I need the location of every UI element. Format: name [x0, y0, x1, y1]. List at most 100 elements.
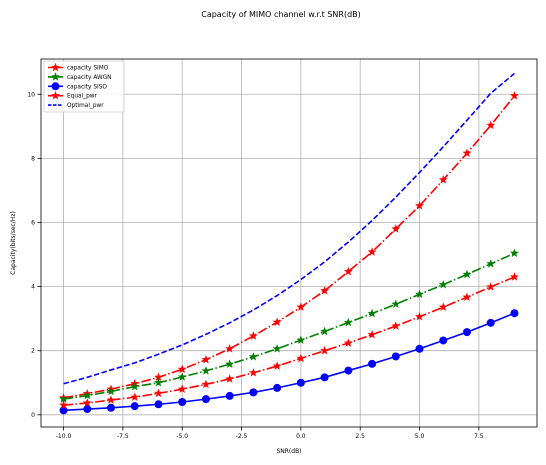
data-point: [296, 335, 306, 344]
data-point: [201, 379, 211, 389]
data-point: [225, 374, 235, 383]
data-point: [343, 266, 353, 276]
legend-marker: [51, 72, 60, 81]
grid: [41, 59, 537, 427]
data-point: [320, 326, 330, 336]
data-point: [82, 390, 92, 400]
data-point: [415, 344, 424, 353]
data-point: [177, 384, 187, 393]
data-point: [486, 282, 496, 291]
series-line: [63, 72, 515, 385]
x-tick-label: -2.5: [236, 433, 248, 440]
data-point: [201, 366, 211, 375]
data-point: [415, 289, 425, 299]
data-point: [438, 302, 448, 311]
data-point: [343, 317, 353, 327]
legend-item: Optimal_pwr: [48, 103, 104, 109]
series-capacity-awgn: [59, 248, 519, 403]
x-axis-label: SNR(dB): [276, 448, 301, 455]
data-point: [367, 308, 377, 318]
data-point: [368, 359, 377, 368]
x-tick-label: 0.0: [296, 433, 306, 440]
data-point: [462, 292, 472, 301]
data-point: [178, 397, 187, 406]
legend-label: Equal_pwr: [67, 94, 97, 100]
data-point: [201, 354, 211, 364]
data-point: [415, 201, 425, 210]
data-point: [296, 378, 305, 387]
data-point: [177, 364, 187, 374]
data-point: [510, 309, 519, 318]
data-point: [415, 312, 425, 321]
legend-label: capacity AWGN: [67, 75, 112, 81]
data-point: [343, 338, 353, 347]
series-line: [63, 252, 515, 400]
legend-item: Equal_pwr: [48, 90, 97, 100]
data-point: [273, 383, 282, 392]
data-point: [272, 317, 282, 327]
data-point: [59, 406, 68, 415]
axis-ticks: -10.0 -7.5 -5.0 -2.5 0.0 2.5 5.0 7.5 0 2 4 6 8 10: [27, 91, 483, 440]
series-optimal-pwr: [63, 72, 515, 385]
data-point: [296, 353, 306, 363]
data-point: [320, 345, 330, 355]
data-point: [320, 373, 329, 382]
chart-title: Capacity of MIMO channel w.r.t SNR(dB): [201, 10, 361, 19]
data-point: [320, 286, 330, 295]
data-point: [462, 148, 472, 158]
data-point: [509, 272, 519, 281]
data-point: [272, 344, 282, 353]
data-point: [438, 175, 448, 184]
data-point: [367, 247, 377, 256]
data-point: [438, 279, 448, 289]
y-tick-label: 8: [31, 155, 35, 162]
data-point: [153, 388, 163, 398]
series-capacity-simo: [59, 91, 519, 402]
data-point: [225, 359, 235, 368]
y-tick-label: 2: [31, 348, 35, 355]
data-point: [153, 378, 163, 387]
x-tick-label: 5.0: [415, 433, 425, 440]
data-point: [344, 366, 353, 375]
y-tick-label: 10: [27, 91, 35, 98]
data-point: [106, 395, 116, 404]
legend-label: capacity SIMO: [67, 66, 109, 72]
data-point: [391, 321, 401, 330]
data-point: [462, 269, 472, 279]
legend: capacity SIMO capacity AWGN capacity SISO E…: [43, 60, 125, 113]
x-tick-label: 7.5: [474, 433, 484, 440]
y-tick-label: 4: [31, 284, 35, 291]
data-point: [391, 224, 401, 233]
data-point: [83, 405, 92, 414]
x-tick-label: -7.5: [117, 433, 129, 440]
x-tick-label: 2.5: [355, 433, 365, 440]
data-point: [130, 381, 140, 391]
data-point: [130, 402, 139, 411]
legend-item: capacity AWGN: [48, 72, 112, 81]
data-point: [272, 361, 282, 370]
data-point: [177, 372, 187, 381]
data-point: [509, 91, 519, 100]
data-point: [367, 329, 377, 339]
legend-marker: [51, 90, 60, 100]
data-point: [154, 400, 163, 409]
data-point: [391, 299, 401, 309]
data-point: [509, 248, 519, 258]
data-point: [462, 328, 471, 337]
data-point: [82, 398, 92, 407]
legend-marker: [51, 62, 60, 72]
series-layer: [59, 72, 519, 415]
data-point: [130, 392, 140, 402]
series-equal-pwr: [59, 272, 519, 410]
legend-box: [43, 60, 125, 113]
y-tick-label: 6: [31, 219, 35, 226]
data-point: [248, 368, 258, 377]
legend-marker: [51, 82, 60, 91]
data-point: [225, 391, 234, 400]
legend-item: capacity SISO: [48, 82, 107, 91]
legend-label: Optimal_pwr: [67, 103, 104, 109]
data-point: [296, 302, 306, 311]
data-point: [486, 259, 496, 268]
series-line: [63, 95, 516, 399]
